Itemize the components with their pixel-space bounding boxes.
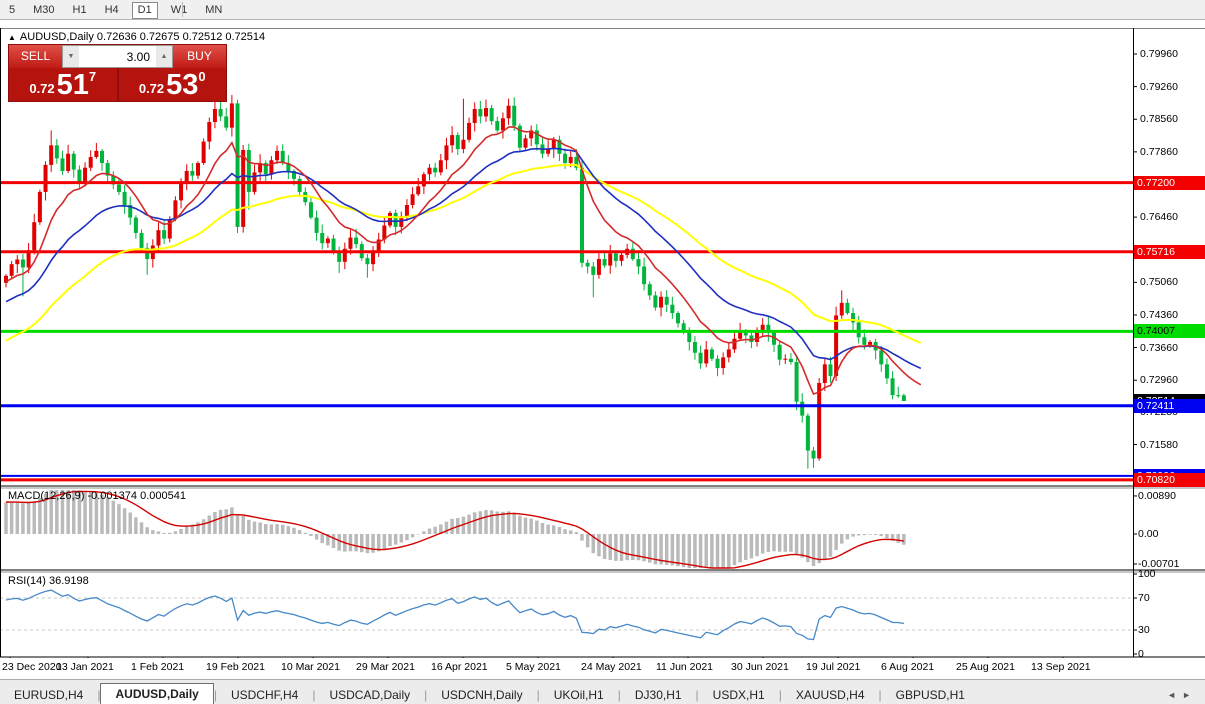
rsi-scale-label: 0 [1138,648,1144,660]
hline-price-label: 0.74007 [1134,324,1205,339]
rsi-pane-header: RSI(14) 36.9198 [8,575,89,587]
date-tick-label: 5 May 2021 [506,661,561,673]
price-tick-label: 0.71580 [1140,438,1178,451]
sell-price-pip-digit: 7 [88,69,97,84]
date-tick-label: 19 Feb 2021 [206,661,265,673]
chart-canvas[interactable] [0,28,1205,664]
volume-input[interactable] [79,46,156,67]
tab-separator: | [536,688,540,702]
chart-tab-audusd[interactable]: AUDUSD,Daily [100,683,214,704]
tab-separator: | [312,688,316,702]
buy-price-prefix: 0.72 [138,81,165,96]
macd-indicator [4,490,906,569]
timeframe-button-h1[interactable]: H1 [72,4,87,16]
buy-button[interactable]: BUY [173,45,226,68]
buy-price-big-digits: 53 [166,69,199,101]
chart-tab-usdcnh[interactable]: USDCNH,Daily [441,688,523,702]
symbol-ohlc-text: AUDUSD,Daily 0.72636 0.72675 0.72512 0.7… [19,31,266,43]
timeframe-button-h4[interactable]: H4 [104,4,119,16]
macd-scale-label: 0.00890 [1138,489,1176,502]
timeframe-button-5[interactable]: 5 [9,4,16,16]
date-tick-label: 30 Jun 2021 [731,661,789,673]
volume-increase-button[interactable]: ▲ [156,46,172,67]
macd-pane-header: MACD(12,26,9) -0.001374 0.000541 [8,490,186,502]
date-tick-label: 10 Mar 2021 [281,661,340,673]
macd-scale-label: 0.00 [1138,528,1159,540]
buy-price-pip-digit: 0 [198,69,206,84]
rsi-scale-label: 30 [1138,624,1150,636]
chart-tab-dj30[interactable]: DJ30,H1 [634,688,682,702]
one-click-trading-panel: SELL ▼ ▲ BUY 0.72 51 7 0.72 53 0 [8,44,227,102]
rsi-indicator [0,589,1133,641]
tab-separator: | [424,688,428,702]
sell-price-display[interactable]: 0.72 51 7 [9,68,119,101]
sell-price-big-digits: 51 [56,69,89,101]
date-tick-label: 24 May 2021 [581,661,642,673]
tab-separator: | [878,688,882,702]
timeframe-toolbar: 5 M30 H1 H4 D1 W1 MN [0,0,1205,20]
toolbar-separator [182,2,183,17]
hline-price-label: 0.70820 [1134,472,1205,487]
tab-separator: | [617,688,621,702]
date-tick-label: 1 Feb 2021 [131,661,185,673]
collapse-triangle-icon[interactable]: ▲ [8,33,16,42]
price-tick-label: 0.74360 [1140,308,1178,321]
price-tick-label: 0.77860 [1140,145,1178,158]
date-tick-label: 25 Aug 2021 [956,661,1015,673]
tab-separator: | [213,688,217,702]
date-axis[interactable]: 23 Dec 2020 13 Jan 2021 1 Feb 2021 19 Feb 2… [0,658,1205,677]
price-tick-label: 0.79260 [1140,80,1178,93]
chart-tab-usdcad[interactable]: USDCAD,Daily [329,688,411,702]
date-tick-label: 16 Apr 2021 [431,661,488,673]
rsi-scale-label: 100 [1138,568,1156,580]
chart-tab-usdchf[interactable]: USDCHF,H4 [230,688,299,702]
candlestick-series [4,95,906,469]
chart-tab-bar: EURUSD,H4 | AUDUSD,Daily | USDCHF,H4 | USDCAD,… [0,679,1205,704]
price-tick-label: 0.79960 [1140,48,1178,60]
buy-price-display[interactable]: 0.72 53 0 [118,68,226,101]
sell-button[interactable]: SELL [9,45,62,68]
chart-tab-usdx[interactable]: USDX,H1 [712,688,765,702]
volume-decrease-button[interactable]: ▼ [63,46,79,67]
pane-frame [0,28,1205,658]
timeframe-button-m30[interactable]: M30 [33,4,55,16]
date-tick-label: 13 Sep 2021 [1031,661,1091,673]
price-tick-label: 0.75060 [1140,276,1178,289]
tab-separator: | [97,688,101,702]
tab-separator: | [695,688,699,702]
chart-tab-gbpusd[interactable]: GBPUSD,H1 [895,688,965,702]
timeframe-button-mn[interactable]: MN [205,4,223,16]
chart-tab-ukoil[interactable]: UKOil,H1 [553,688,604,702]
volume-stepper: ▼ ▲ [62,45,173,68]
chart-symbol-title: ▲ AUDUSD,Daily 0.72636 0.72675 0.72512 0.… [8,31,265,43]
price-tick-label: 0.72960 [1140,374,1178,387]
chart-tab-xauusd[interactable]: XAUUSD,H4 [795,688,865,702]
timeframe-button-w1[interactable]: W1 [170,4,188,16]
price-tick-label: 0.73660 [1140,341,1178,354]
date-tick-label: 11 Jun 2021 [656,661,714,673]
hline-price-label: 0.75716 [1134,244,1205,259]
moving-average-lines [5,126,922,395]
tab-separator: | [778,688,782,702]
chart-tab-eurusd[interactable]: EURUSD,H4 [14,688,84,702]
date-tick-label: 29 Mar 2021 [356,661,415,673]
hline-price-label: 0.72411 [1134,398,1205,413]
horizontal-price-lines [0,181,1133,482]
date-tick-label: 19 Jul 2021 [806,661,861,673]
macd-scale-label: -0.00701 [1138,557,1180,570]
price-tick-label: 0.76460 [1140,211,1178,224]
sell-price-prefix: 0.72 [29,81,55,96]
date-tick-label: 6 Aug 2021 [881,661,935,673]
timeframe-button-d1[interactable]: D1 [131,2,158,19]
hline-price-label: 0.77200 [1134,175,1205,190]
date-tick-label: 13 Jan 2021 [56,661,114,673]
rsi-scale-label: 70 [1138,592,1150,604]
price-tick-label: 0.78560 [1140,113,1178,126]
tab-scroll-arrows[interactable]: ◄► [1167,690,1197,700]
date-tick-label: 23 Dec 2020 [2,661,62,673]
